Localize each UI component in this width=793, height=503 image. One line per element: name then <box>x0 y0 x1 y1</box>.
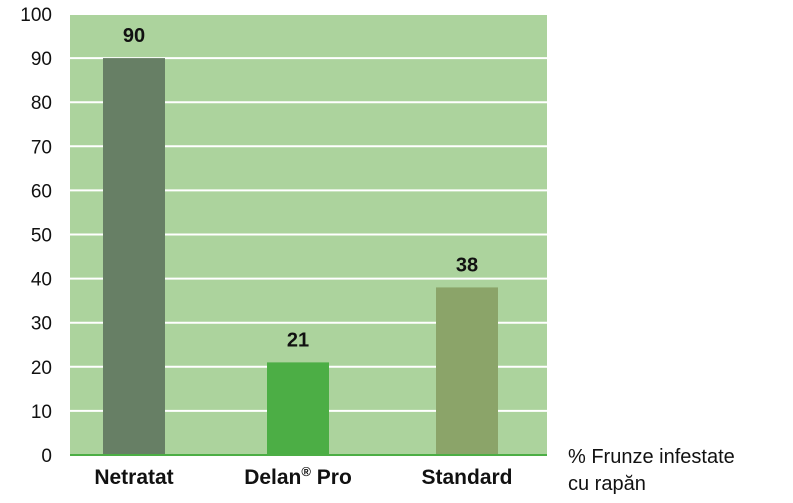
x-tick-label: Netratat <box>94 466 173 489</box>
y-tick-label: 40 <box>31 270 52 291</box>
legend-line-2: cu rapăn <box>568 473 646 495</box>
data-label: 90 <box>123 25 145 47</box>
x-tick-label: Standard <box>421 466 512 489</box>
bar-delan <box>267 362 329 455</box>
y-tick-label: 0 <box>41 446 52 467</box>
y-tick-label: 90 <box>31 49 52 70</box>
y-tick-label: 100 <box>20 5 52 26</box>
bars <box>103 58 498 455</box>
y-tick-label: 10 <box>31 402 52 423</box>
y-tick-label: 50 <box>31 226 52 247</box>
y-tick-label: 20 <box>31 358 52 379</box>
y-tick-label: 30 <box>31 314 52 335</box>
y-tick-label: 60 <box>31 181 52 202</box>
legend-line-1: % Frunze infestate <box>568 446 735 468</box>
y-tick-label: 80 <box>31 93 52 114</box>
data-labels: 90 21 38 <box>123 25 478 351</box>
bar-netratat <box>103 58 165 455</box>
legend: % Frunze infestate cu rapăn <box>568 446 735 495</box>
x-tick-label: Delan® Pro <box>244 464 352 489</box>
y-tick-label: 70 <box>31 137 52 158</box>
x-axis-ticks: Netratat Delan® Pro Standard <box>94 464 512 489</box>
data-label: 38 <box>456 254 478 276</box>
data-label: 21 <box>287 329 309 351</box>
y-axis-ticks: 0 10 20 30 40 50 60 70 80 90 100 <box>20 5 52 467</box>
bar-standard <box>436 287 498 455</box>
